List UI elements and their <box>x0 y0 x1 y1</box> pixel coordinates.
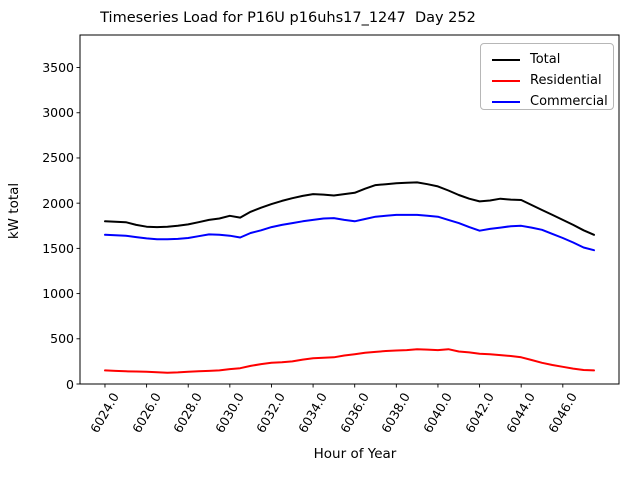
total-line <box>104 181 595 236</box>
y-tick-label: 1500 <box>42 240 74 256</box>
y-tick-label: 2500 <box>42 150 74 166</box>
chart-title: Timeseries Load for P16U p16uhs17_1247 D… <box>100 10 476 26</box>
legend-entry-residential: Residential <box>492 70 605 91</box>
y-tick-label: 3000 <box>42 105 74 121</box>
y-tick-label: 2000 <box>42 195 74 211</box>
y-tick-label: 500 <box>50 331 74 347</box>
y-tick-label: 0 <box>66 376 74 392</box>
residential-line <box>104 348 595 374</box>
legend-entry-commercial: Commercial <box>492 91 608 112</box>
y-tick-label: 3500 <box>42 60 74 76</box>
legend-label-total: Total <box>530 52 561 67</box>
y-axis-label: kW total <box>6 182 22 240</box>
legend: Total Residential Commercial <box>480 43 614 110</box>
x-axis-label: Hour of Year <box>313 446 397 462</box>
commercial-line-sample <box>492 100 520 103</box>
legend-entry-total: Total <box>492 49 605 70</box>
legend-label-residential: Residential <box>530 73 602 88</box>
y-tick-label: 1000 <box>42 286 74 302</box>
total-line-sample <box>492 58 520 61</box>
legend-label-commercial: Commercial <box>530 94 608 109</box>
commercial-line <box>104 213 595 252</box>
axes-frame <box>79 34 620 385</box>
residential-line-sample <box>492 79 520 82</box>
